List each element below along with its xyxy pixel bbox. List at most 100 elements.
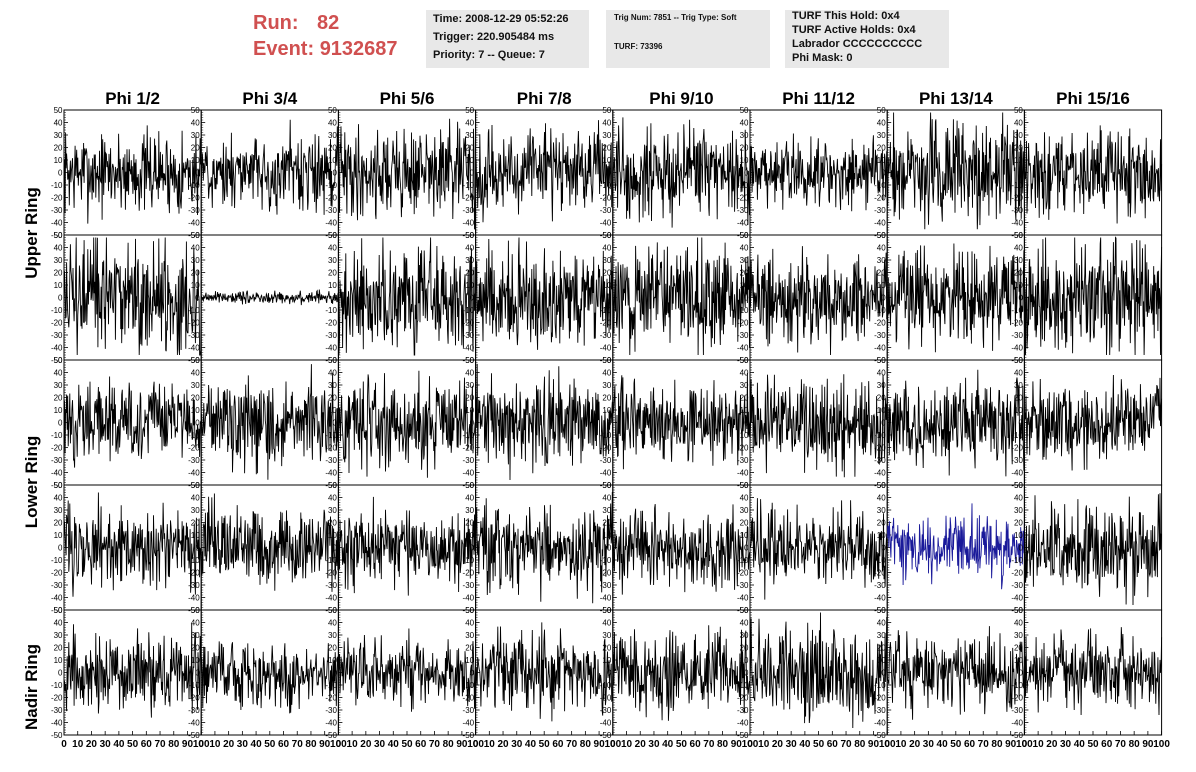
y-tick-label: -30 <box>1011 456 1023 465</box>
y-tick-label: 0 <box>470 418 475 427</box>
y-tick-label: 50 <box>191 106 200 115</box>
y-tick-label: -30 <box>737 331 749 340</box>
x-tick-label: 90 <box>868 739 880 750</box>
y-tick-label: -40 <box>325 718 337 727</box>
y-tick-label: 10 <box>54 531 63 540</box>
y-tick-label: -50 <box>325 731 337 740</box>
x-tick-label: 80 <box>991 739 1003 750</box>
y-tick-label: 40 <box>877 368 886 377</box>
turf-text: TURF: 73396 <box>614 42 663 51</box>
y-tick-label: 30 <box>328 506 337 515</box>
y-tick-label: 10 <box>877 156 886 165</box>
y-tick-label: -10 <box>188 306 200 315</box>
y-tick-label: 50 <box>602 106 611 115</box>
y-tick-label: 10 <box>54 406 63 415</box>
y-tick-label: -30 <box>188 456 200 465</box>
y-tick-label: -30 <box>874 706 886 715</box>
x-tick-label: 40 <box>662 739 674 750</box>
y-tick-label: -40 <box>188 593 200 602</box>
y-tick-label: 50 <box>877 606 886 615</box>
y-tick-label: 10 <box>1014 281 1023 290</box>
y-tick-label: -50 <box>51 481 63 490</box>
y-tick-label: 30 <box>740 381 749 390</box>
phi-mask-text: Phi Mask: 0 <box>792 52 853 64</box>
y-tick-label: -10 <box>325 681 337 690</box>
y-tick-label: 50 <box>54 606 63 615</box>
y-tick-label: 10 <box>877 531 886 540</box>
x-tick-label: 30 <box>1060 739 1072 750</box>
y-tick-label: 10 <box>328 406 337 415</box>
y-tick-label: 10 <box>740 156 749 165</box>
x-tick-label: 30 <box>648 739 660 750</box>
phi-title-5: Phi 9/10 <box>649 89 713 108</box>
y-tick-label: 40 <box>191 618 200 627</box>
y-tick-label: -30 <box>463 581 475 590</box>
y-tick-label: -40 <box>874 343 886 352</box>
y-tick-label: 50 <box>1014 356 1023 365</box>
y-tick-label: 20 <box>328 268 337 277</box>
y-tick-label: 50 <box>465 231 474 240</box>
y-tick-label: -40 <box>463 218 475 227</box>
y-tick-label: 40 <box>877 493 886 502</box>
y-tick-label: 50 <box>877 106 886 115</box>
y-tick-label: -30 <box>737 581 749 590</box>
y-tick-label: 40 <box>602 243 611 252</box>
ring-title-lower-ring: Lower Ring <box>22 436 41 529</box>
y-tick-label: -20 <box>325 443 337 452</box>
y-tick-label: 40 <box>54 368 63 377</box>
waveform-trace <box>749 133 888 212</box>
y-tick-label: 0 <box>607 668 612 677</box>
y-tick-label: -30 <box>188 581 200 590</box>
x-tick-label: 10 <box>347 739 359 750</box>
x-tick-label: 90 <box>594 739 606 750</box>
y-tick-label: -20 <box>325 693 337 702</box>
run-value: 82 <box>317 12 340 34</box>
y-tick-label: -30 <box>737 456 749 465</box>
phi-title-3: Phi 5/6 <box>380 89 435 108</box>
run-event-header: Run: 82 Event: 9132687 <box>253 10 423 68</box>
x-tick-label: 50 <box>676 739 688 750</box>
y-tick-label: 50 <box>54 231 63 240</box>
y-tick-label: 20 <box>602 518 611 527</box>
x-tick-label: 0 <box>473 739 479 750</box>
y-tick-label: 40 <box>191 243 200 252</box>
y-tick-label: -30 <box>463 206 475 215</box>
y-tick-label: 0 <box>1018 418 1023 427</box>
y-tick-label: -20 <box>188 193 200 202</box>
y-tick-label: -30 <box>325 456 337 465</box>
y-tick-label: 0 <box>58 543 63 552</box>
y-tick-label: -10 <box>737 431 749 440</box>
y-tick-label: 20 <box>740 393 749 402</box>
y-tick-label: -20 <box>1011 568 1023 577</box>
y-tick-label: 20 <box>740 268 749 277</box>
y-tick-label: -10 <box>737 681 749 690</box>
y-tick-label: 20 <box>191 643 200 652</box>
y-tick-label: -30 <box>463 331 475 340</box>
time-info-box: Time: 2008-12-29 05:52:26 Trigger: 220.9… <box>426 10 589 68</box>
y-tick-label: 40 <box>877 118 886 127</box>
y-tick-label: 20 <box>465 643 474 652</box>
y-tick-label: -20 <box>874 193 886 202</box>
y-tick-label: 30 <box>191 131 200 140</box>
y-tick-label: 30 <box>465 256 474 265</box>
y-tick-label: -30 <box>874 331 886 340</box>
y-tick-label: 40 <box>602 118 611 127</box>
y-tick-label: 0 <box>58 293 63 302</box>
x-tick-label: 70 <box>1115 739 1127 750</box>
y-tick-label: -20 <box>463 193 475 202</box>
y-tick-label: 30 <box>54 131 63 140</box>
y-tick-label: 20 <box>1014 143 1023 152</box>
y-tick-label: 0 <box>195 418 200 427</box>
y-tick-label: 0 <box>744 668 749 677</box>
waveform-trace <box>475 622 614 722</box>
waveform-trace <box>475 491 614 604</box>
y-tick-label: -10 <box>737 181 749 190</box>
x-tick-label: 20 <box>635 739 647 750</box>
y-tick-label: 30 <box>740 131 749 140</box>
y-tick-label: 10 <box>1014 656 1023 665</box>
y-tick-label: 40 <box>1014 368 1023 377</box>
y-tick-label: -20 <box>188 318 200 327</box>
y-tick-label: -20 <box>188 568 200 577</box>
x-tick-label: 70 <box>429 739 441 750</box>
y-tick-label: 20 <box>877 643 886 652</box>
